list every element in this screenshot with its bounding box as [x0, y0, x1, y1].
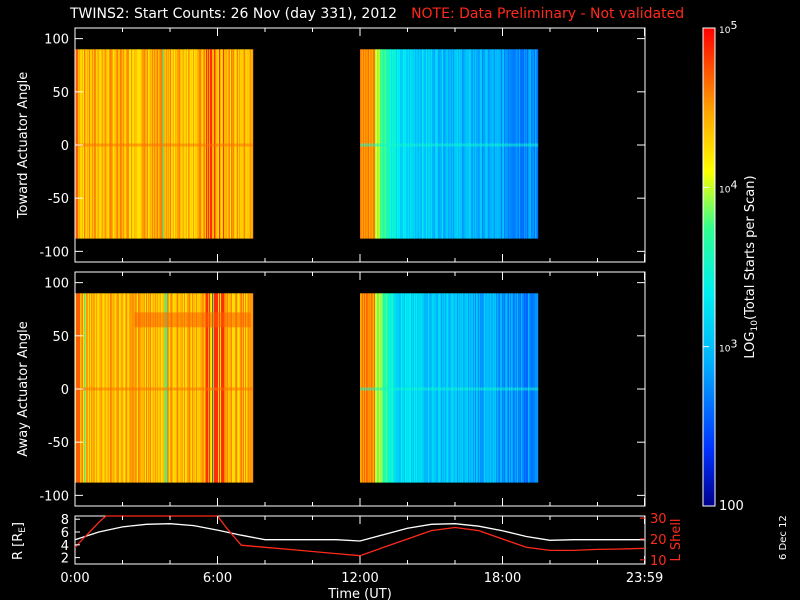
r-tick-label: 2 [61, 552, 69, 567]
l-tick-label: 20 [650, 533, 667, 548]
y-tick-label: 0 [61, 383, 69, 398]
x-tick-label: 23:59 [626, 571, 663, 586]
r-tick-label: 8 [61, 513, 69, 528]
colorbar-tick-label: 100 [719, 499, 744, 514]
y-tick-label: 100 [44, 33, 69, 48]
axes: 100 50 0 -50 -100 100 50 0 -50 -100 0:00 6:00 12:00 1… [39, 28, 667, 586]
colorbar-label-main: LOG [743, 332, 758, 359]
y-tick-label: 50 [52, 86, 69, 101]
title-note: NOTE: Data Preliminary - Not validated [411, 6, 685, 22]
colorbar-tick-label: 105 [719, 19, 737, 36]
r-label-end: ] [11, 522, 26, 527]
y-tick-label: 50 [52, 330, 69, 345]
r-label-sub: E [18, 527, 28, 533]
y-tick-label: 100 [44, 277, 69, 292]
away-heatmap [75, 293, 539, 483]
r-tick-label: 6 [61, 526, 69, 541]
toward-heatmap [75, 49, 539, 239]
toward-panel: Toward Actuator Angle [16, 27, 646, 263]
toward-ylabel: Toward Actuator Angle [16, 72, 31, 219]
zero-angle-band [360, 143, 539, 147]
y-tick-label: -50 [48, 192, 69, 207]
title-main: TWINS2: Start Counts: 26 Nov (day 331), … [70, 6, 398, 22]
away-panel: Away Actuator Angle [16, 271, 646, 507]
x-tick-label: 0:00 [60, 571, 89, 586]
y-tick-label: 0 [61, 139, 69, 154]
chart-title: TWINS2: Start Counts: 26 Nov (day 331), … [70, 6, 684, 22]
orbit-xlabel: Time (UT) [327, 587, 392, 600]
colorbar: 100 103 104 105 LOG10(Total Starts per Scan… [702, 19, 760, 514]
orbit-ylabel-left: R [RE] [11, 522, 28, 560]
orbit-ylabel-right: L Shell [669, 518, 684, 561]
colorbar-label: LOG10(Total Starts per Scan) [743, 175, 760, 358]
colorbar-label-end: (Total Starts per Scan) [743, 175, 758, 320]
r-line [74, 523, 645, 542]
x-tick-label: 12:00 [341, 571, 378, 586]
colorbar-label-sub: 10 [750, 320, 760, 332]
l-tick-label: 30 [650, 512, 667, 527]
r-label: R [R [11, 533, 26, 560]
x-tick-label: 6:00 [203, 571, 232, 586]
orbit-panel: R [RE] L Shell Time (UT) [11, 515, 684, 600]
orbit-lines [74, 515, 646, 557]
high-count-band [134, 312, 251, 328]
colorbar-tick-label: 104 [719, 178, 737, 195]
away-ylabel: Away Actuator Angle [16, 321, 31, 456]
date-stamp: 6 Dec 12 [778, 515, 789, 560]
zero-angle-band [75, 143, 254, 147]
l-tick-label: 10 [650, 554, 667, 569]
y-tick-label: -100 [39, 489, 69, 504]
colorbar-scale [702, 27, 716, 507]
y-tick-label: -100 [39, 245, 69, 260]
zero-angle-band [360, 387, 539, 391]
colorbar-tick-label: 103 [719, 338, 737, 355]
zero-angle-band [75, 387, 254, 391]
y-tick-label: -50 [48, 436, 69, 451]
r-tick-label: 4 [61, 539, 69, 554]
x-tick-label: 18:00 [484, 571, 521, 586]
colorbar-ticks: 100 103 104 105 [703, 19, 744, 514]
l-shell-line [74, 515, 646, 557]
